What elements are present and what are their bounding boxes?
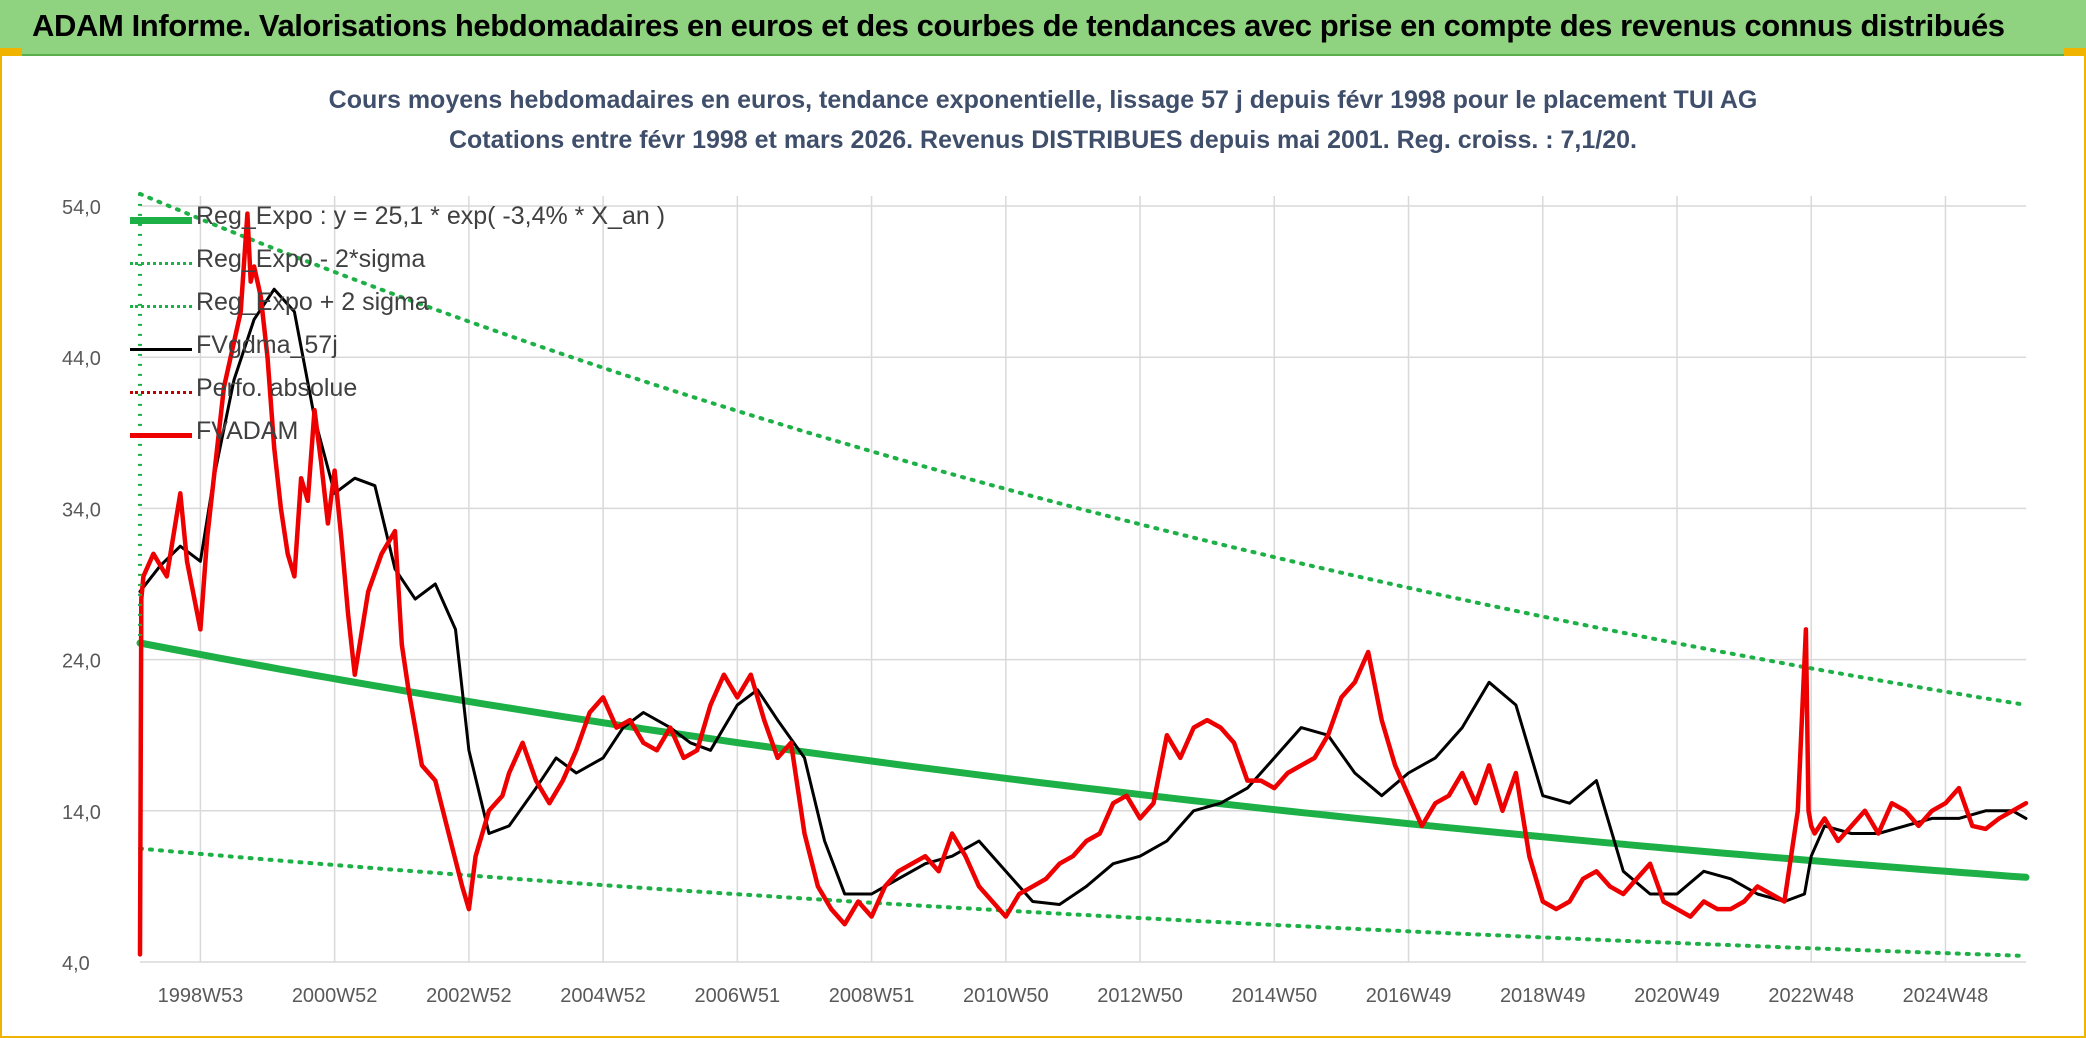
legend-item: FVADAM [130,415,730,455]
x-tick-label: 2002W52 [426,985,512,1007]
x-tick-label: 1998W53 [158,985,244,1007]
legend-label: Reg_Expo : y = 25,1 * exp( -3,4% * X_an … [196,202,666,230]
legend-swatch [130,390,192,394]
x-tick-label: 2008W51 [829,985,915,1007]
x-tick-label: 2006W51 [695,985,781,1007]
x-tick-label: 2004W52 [560,985,646,1007]
legend-item: FVgdma_57j [130,329,730,369]
legend-label: FVADAM [196,417,299,445]
legend-label: Reg_Expo + 2 sigma [196,288,429,316]
x-tick-label: 2020W49 [1634,985,1720,1007]
y-tick-label: 14,0 [62,802,101,824]
x-tick-label: 2024W48 [1903,985,1989,1007]
legend-item: Perfo. absolue [130,372,730,412]
header-corner-right [2064,48,2086,56]
legend-item: Reg_Expo + 2 sigma [130,286,730,326]
chart-title: Cours moyens hebdomadaires en euros, ten… [328,86,1758,114]
series-line-3 [138,287,2028,906]
legend-swatch [130,261,192,265]
y-tick-label: 24,0 [62,651,101,673]
legend-item: Reg_Expo : y = 25,1 * exp( -3,4% * X_an … [130,200,730,240]
page-title: ADAM Informe. Valorisations hebdomadaire… [32,8,2005,43]
chart-subtitle: Cotations entre févr 1998 et mars 2026. … [448,126,1637,154]
legend-swatch [130,304,192,308]
x-tick-label: 2014W50 [1231,985,1317,1007]
series-line-2 [138,191,2028,707]
legend-swatch [130,432,192,438]
header-bar: ADAM Informe. Valorisations hebdomadaire… [0,0,2086,56]
y-tick-label: 4,0 [62,953,90,975]
x-tick-label: 2010W50 [963,985,1049,1007]
legend-label: Reg_Expo - 2*sigma [196,245,426,273]
legend-swatch [130,347,192,351]
y-tick-label: 54,0 [62,197,101,219]
x-tick-label: 2012W50 [1097,985,1183,1007]
y-tick-label: 44,0 [62,348,101,370]
legend-label: FVgdma_57j [196,331,338,359]
series-line-0 [136,639,2030,881]
header-corner-left [0,48,22,56]
x-tick-label: 2000W52 [292,985,378,1007]
series-line-5 [137,211,2029,957]
legend-swatch [130,216,192,224]
x-tick-label: 2022W48 [1768,985,1854,1007]
y-tick-label: 34,0 [62,499,101,521]
legend-label: Perfo. absolue [196,374,358,402]
x-tick-label: 2018W49 [1500,985,1586,1007]
x-tick-label: 2016W49 [1366,985,1452,1007]
legend-item: Reg_Expo - 2*sigma [130,243,730,283]
